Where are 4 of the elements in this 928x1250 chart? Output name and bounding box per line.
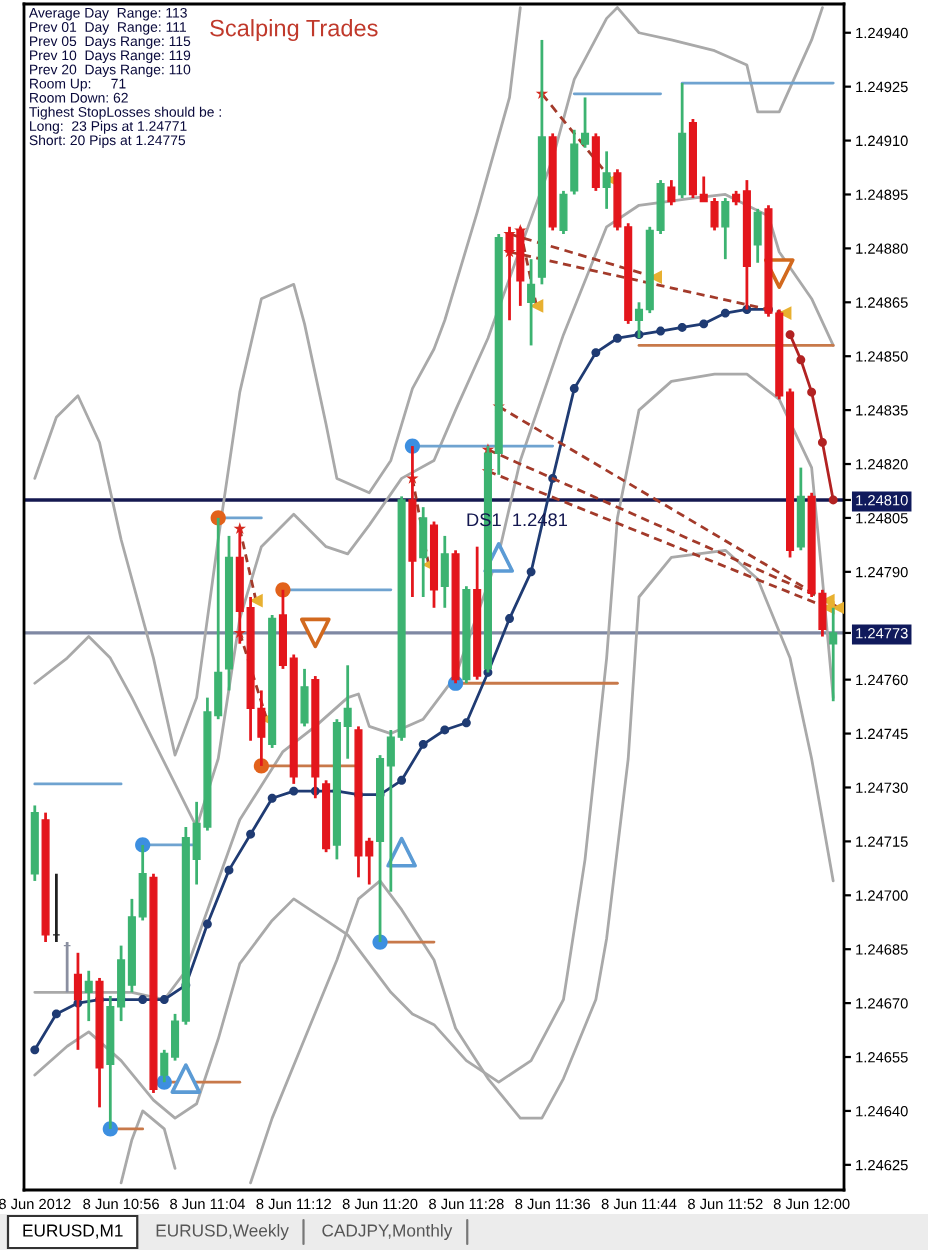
- text: CADJPY,Monthly: [322, 1223, 453, 1241]
- text: EURUSD,M1: [23, 1224, 123, 1239]
- text: Scalping Trades: [210, 19, 378, 42]
- text: EURUSD,Weekly: [156, 1223, 289, 1241]
